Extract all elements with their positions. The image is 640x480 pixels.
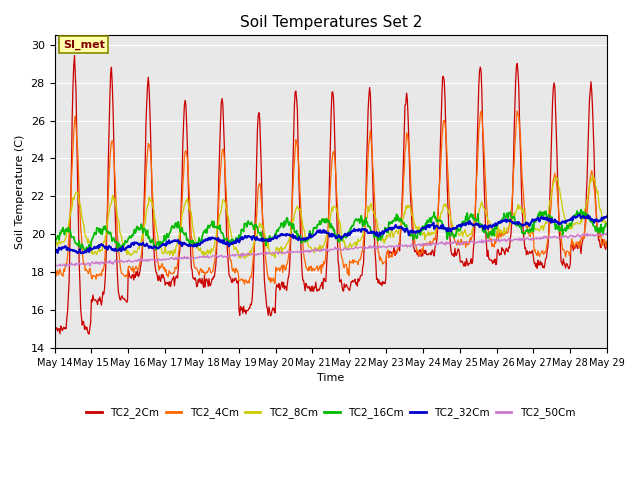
TC2_16Cm (175, 219, 182, 225)
Line: TC2_32Cm: TC2_32Cm (54, 215, 607, 253)
TC2_2Cm (399, 157, 407, 163)
TC2_2Cm (51, 321, 58, 327)
TC2_2Cm (175, 252, 183, 258)
TC2_16Cm (81, 249, 89, 254)
TC2_16Cm (577, 207, 585, 213)
TC2_8Cm (604, 223, 611, 229)
Text: SI_met: SI_met (63, 40, 105, 50)
TC2_8Cm (415, 223, 422, 229)
TC2_4Cm (51, 274, 58, 279)
TC2_8Cm (399, 216, 406, 222)
TC2_50Cm (604, 230, 611, 236)
TC2_8Cm (51, 246, 58, 252)
Line: TC2_2Cm: TC2_2Cm (54, 56, 607, 334)
Line: TC2_50Cm: TC2_50Cm (54, 233, 607, 266)
TC2_32Cm (74, 250, 81, 256)
TC2_16Cm (51, 238, 58, 243)
TC2_16Cm (118, 242, 126, 248)
TC2_32Cm (61, 244, 68, 250)
TC2_2Cm (85, 331, 93, 337)
TC2_4Cm (415, 252, 422, 258)
TC2_32Cm (399, 227, 406, 232)
TC2_4Cm (61, 269, 68, 275)
TC2_50Cm (62, 264, 70, 269)
TC2_50Cm (118, 258, 126, 264)
TC2_32Cm (175, 237, 182, 243)
TC2_4Cm (173, 262, 181, 267)
TC2_50Cm (399, 243, 406, 249)
TC2_16Cm (604, 221, 611, 227)
TC2_8Cm (203, 250, 211, 256)
TC2_16Cm (415, 228, 422, 234)
TC2_8Cm (241, 255, 248, 261)
TC2_32Cm (118, 245, 126, 251)
Line: TC2_4Cm: TC2_4Cm (54, 111, 607, 284)
TC2_32Cm (204, 238, 211, 243)
X-axis label: Time: Time (317, 373, 344, 383)
TC2_32Cm (575, 212, 583, 217)
TC2_8Cm (61, 238, 68, 244)
TC2_16Cm (204, 225, 211, 231)
TC2_32Cm (604, 213, 611, 219)
TC2_50Cm (583, 230, 591, 236)
Legend: TC2_2Cm, TC2_4Cm, TC2_8Cm, TC2_16Cm, TC2_32Cm, TC2_50Cm: TC2_2Cm, TC2_4Cm, TC2_8Cm, TC2_16Cm, TC2… (83, 403, 579, 422)
TC2_4Cm (241, 281, 248, 287)
TC2_2Cm (604, 239, 611, 244)
TC2_32Cm (51, 246, 58, 252)
TC2_4Cm (203, 269, 211, 275)
Line: TC2_8Cm: TC2_8Cm (54, 175, 607, 258)
TC2_4Cm (118, 270, 125, 276)
TC2_2Cm (119, 296, 127, 301)
Y-axis label: Soil Temperature (C): Soil Temperature (C) (15, 134, 25, 249)
TC2_50Cm (204, 252, 211, 258)
TC2_16Cm (399, 219, 406, 225)
Line: TC2_16Cm: TC2_16Cm (54, 210, 607, 252)
TC2_2Cm (416, 248, 424, 253)
TC2_4Cm (477, 108, 485, 114)
TC2_50Cm (61, 262, 68, 268)
Title: Soil Temperatures Set 2: Soil Temperatures Set 2 (239, 15, 422, 30)
TC2_4Cm (604, 243, 611, 249)
TC2_2Cm (204, 283, 212, 289)
TC2_8Cm (118, 233, 125, 239)
TC2_50Cm (415, 241, 422, 247)
TC2_32Cm (415, 229, 422, 235)
TC2_50Cm (51, 262, 58, 268)
TC2_8Cm (589, 172, 596, 178)
TC2_50Cm (175, 254, 182, 260)
TC2_16Cm (61, 232, 68, 238)
TC2_8Cm (173, 240, 181, 246)
TC2_2Cm (61, 326, 68, 332)
TC2_4Cm (399, 198, 406, 204)
TC2_2Cm (70, 53, 78, 59)
